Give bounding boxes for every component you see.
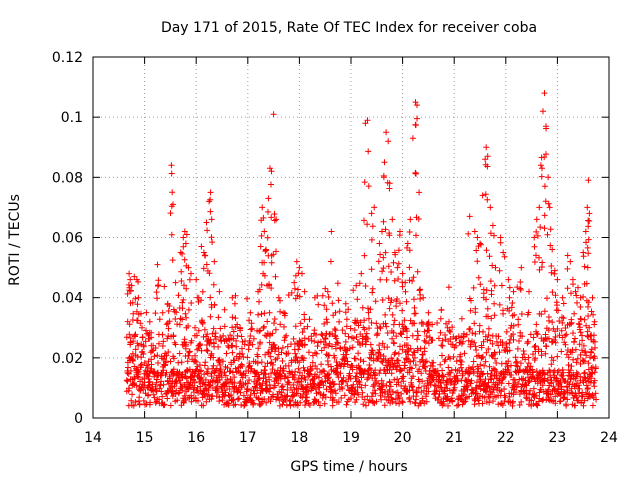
x-tick-label: 15	[136, 430, 154, 446]
y-tick-label: 0.1	[61, 110, 83, 126]
data-points	[123, 90, 600, 409]
grid-lines	[93, 57, 609, 418]
y-tick-label: 0.08	[52, 170, 83, 186]
chart-title: Day 171 of 2015, Rate Of TEC Index for r…	[161, 20, 537, 36]
x-tick-label: 19	[342, 430, 360, 446]
x-tick-label: 17	[239, 430, 257, 446]
y-tick-label: 0.02	[52, 351, 83, 367]
y-tick-label: 0.06	[52, 231, 83, 247]
x-tick-label: 21	[445, 430, 463, 446]
x-tick-label: 16	[187, 430, 205, 446]
y-axis-label: ROTI / TECUs	[7, 194, 23, 286]
x-axis-label: GPS time / hours	[290, 459, 407, 475]
y-tick-label: 0.12	[52, 50, 83, 66]
x-tick-label: 20	[394, 430, 412, 446]
scatter-markers	[123, 90, 600, 409]
axis-tick-labels: 14 15 16 17 18 19 20 21 22 23 24 0 0.02 0.04 0.06 0.08 0…	[52, 50, 618, 446]
axis-ticks	[92, 56, 610, 419]
x-tick-label: 22	[497, 430, 515, 446]
x-tick-label: 14	[84, 430, 102, 446]
x-tick-label: 24	[600, 430, 618, 446]
x-tick-label: 18	[290, 430, 308, 446]
y-tick-label: 0	[74, 411, 83, 427]
x-tick-label: 23	[548, 430, 566, 446]
y-tick-label: 0.04	[52, 291, 83, 307]
